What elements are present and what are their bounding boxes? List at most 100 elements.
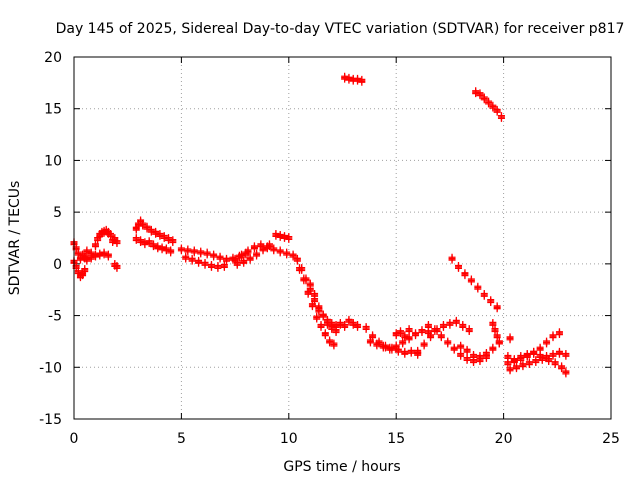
data-point (313, 315, 321, 323)
data-point (525, 361, 533, 369)
data-point (482, 351, 490, 359)
data-point (506, 367, 514, 375)
data-point (392, 344, 400, 352)
data-point (558, 365, 566, 373)
data-point (81, 267, 89, 275)
data-point (91, 253, 99, 261)
data-point (463, 348, 471, 356)
data-point (113, 240, 121, 248)
data-point (457, 352, 465, 360)
data-point (549, 352, 557, 360)
data-point (94, 236, 102, 244)
x-axis-label: GPS time / hours (283, 459, 400, 475)
data-point (517, 354, 525, 362)
data-points (70, 72, 570, 378)
data-point (373, 342, 381, 350)
y-tick-label: -15 (39, 412, 62, 428)
data-point (523, 352, 531, 360)
data-point (452, 319, 460, 327)
series-sat-j (231, 240, 291, 265)
x-tick-label: 10 (280, 431, 298, 447)
data-point (401, 334, 409, 342)
series-sat-i (182, 252, 228, 272)
data-point (446, 321, 454, 329)
data-point (240, 259, 248, 267)
data-point (476, 354, 484, 362)
data-point (401, 350, 409, 358)
data-point (366, 339, 374, 347)
data-point (476, 92, 484, 100)
data-point (489, 346, 497, 354)
data-point (336, 321, 344, 329)
data-point (210, 253, 218, 261)
series-sat-ac (504, 347, 570, 369)
data-point (407, 349, 415, 357)
data-point (532, 358, 540, 366)
data-point (437, 334, 445, 342)
data-point (184, 248, 192, 256)
data-point (304, 290, 312, 298)
data-point (293, 257, 301, 265)
series-sat-g (132, 234, 175, 257)
data-point (485, 100, 493, 108)
data-point (283, 251, 291, 259)
y-tick-label: 5 (53, 205, 62, 221)
series-sat-e (111, 259, 121, 272)
data-point (137, 239, 145, 247)
data-point (330, 342, 338, 350)
series-sat-t (392, 325, 413, 342)
data-point (167, 249, 175, 257)
data-point (311, 292, 319, 300)
data-point (405, 336, 413, 344)
x-tick-label: 5 (177, 431, 186, 447)
data-point (474, 285, 482, 293)
series-sat-n (296, 264, 338, 350)
data-point (543, 340, 551, 348)
data-point (190, 249, 198, 257)
data-point (289, 253, 297, 261)
data-point (201, 261, 209, 269)
data-point (427, 334, 435, 342)
data-point (530, 350, 538, 358)
series-sat-ad (506, 333, 514, 344)
data-point (489, 104, 497, 112)
data-point (467, 278, 475, 286)
x-tick-label: 0 (70, 431, 79, 447)
data-point (319, 313, 327, 321)
y-tick-label: 10 (44, 153, 62, 169)
data-point (79, 272, 87, 280)
series-sat-c (83, 248, 112, 265)
x-tick-label: 15 (387, 431, 405, 447)
data-point (543, 354, 551, 362)
data-point (147, 228, 155, 236)
data-point (465, 327, 473, 335)
data-point (412, 332, 420, 340)
data-point (160, 234, 168, 242)
data-point (394, 348, 402, 356)
x-tick-label: 25 (602, 431, 620, 447)
data-point (233, 261, 241, 269)
data-point (354, 323, 362, 331)
data-point (549, 334, 557, 342)
data-point (512, 365, 520, 373)
x-tick-label: 20 (495, 431, 513, 447)
series-sat-w (448, 253, 501, 313)
data-point (182, 255, 190, 263)
data-point (265, 243, 273, 251)
data-point (480, 292, 488, 300)
data-point (308, 303, 316, 311)
data-point (414, 349, 422, 357)
data-point (332, 323, 340, 331)
series-sat-s (366, 326, 432, 354)
data-point (87, 255, 95, 263)
y-tick-label: 15 (44, 102, 62, 118)
data-point (259, 247, 267, 255)
data-point (96, 252, 104, 260)
data-point (214, 264, 222, 272)
y-tick-labels: -15 -10 -5 0 5 10 15 20 (39, 50, 62, 428)
data-point (463, 356, 471, 364)
series-sat-f (132, 216, 177, 247)
series-sat-b (70, 256, 89, 282)
